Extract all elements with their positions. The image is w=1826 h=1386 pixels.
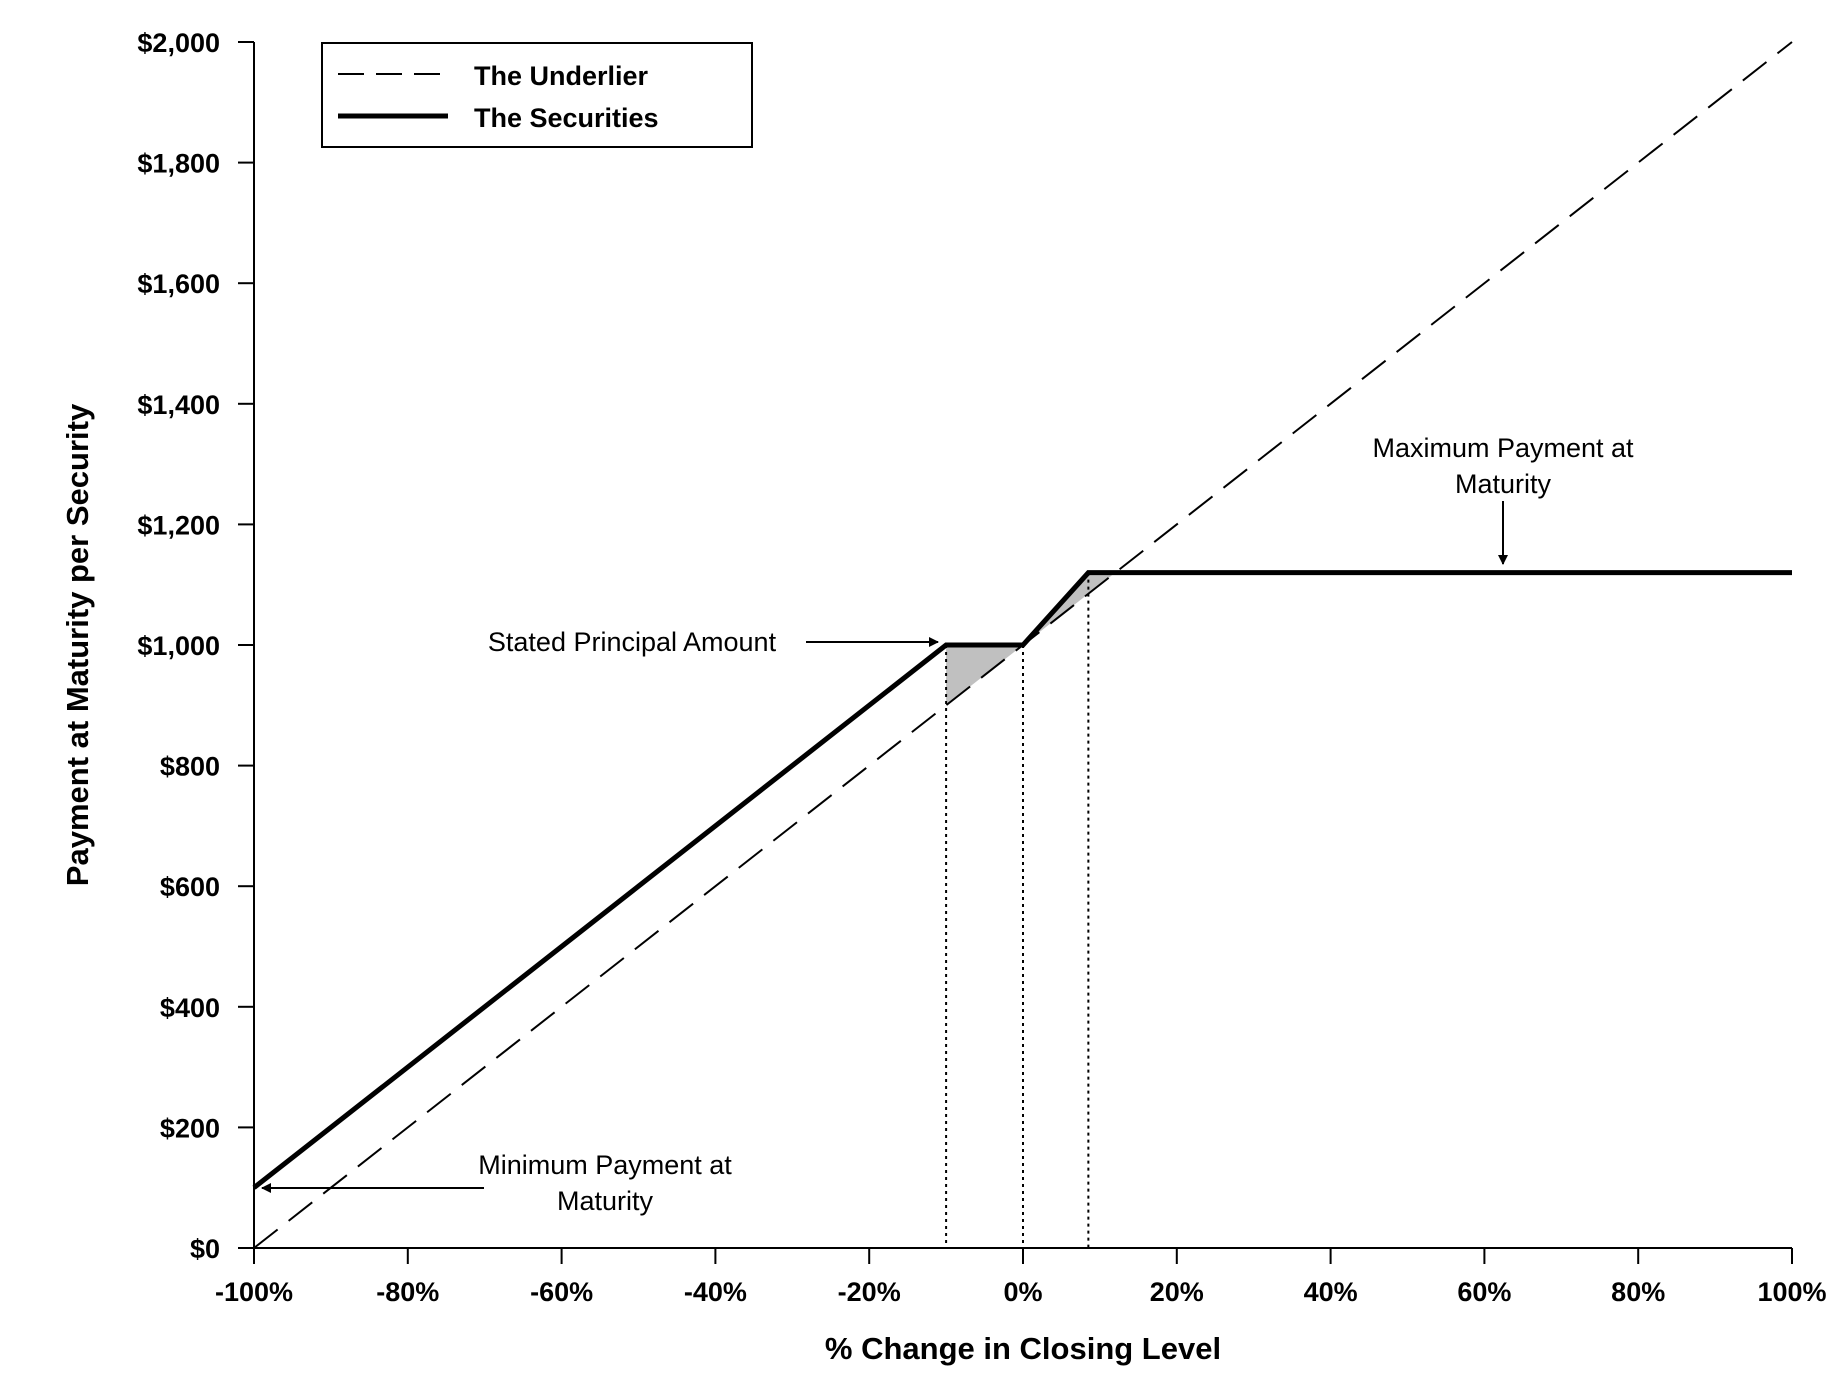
annotations: Stated Principal Amount Maximum Payment a… (261, 433, 1634, 1216)
annotation-text: Stated Principal Amount (488, 627, 777, 657)
y-tick-label: $2,000 (137, 28, 220, 58)
legend-label-underlier: The Underlier (474, 61, 649, 91)
x-tick-label: -40% (684, 1277, 747, 1307)
annotation-text: Maturity (1455, 469, 1552, 499)
x-tick-label: 40% (1304, 1277, 1358, 1307)
y-tick-label: $0 (190, 1234, 220, 1264)
x-tick-label: 80% (1611, 1277, 1665, 1307)
annotation-text: Minimum Payment at (478, 1150, 732, 1180)
y-tick-label: $1,400 (137, 390, 220, 420)
y-tick-label: $1,200 (137, 510, 220, 540)
x-tick-label: 60% (1457, 1277, 1511, 1307)
y-tick-label: $800 (160, 752, 220, 782)
annotation-text: Maximum Payment at (1372, 433, 1634, 463)
x-tick-label: 100% (1757, 1277, 1826, 1307)
x-axis-title: % Change in Closing Level (825, 1331, 1221, 1366)
y-axis-title: Payment at Maturity per Security (60, 403, 95, 886)
x-tick-label: -60% (530, 1277, 593, 1307)
x-axis: -100% -80% -60% -40% -20% 0% 20% 40% 60% 80% 100% (215, 1247, 1826, 1307)
series-lines (252, 41, 1793, 1249)
y-axis: $0 $200 $400 $600 $800 $1,000 $1,200 $1,400 $1,6… (137, 28, 255, 1264)
x-tick-label: 0% (1003, 1277, 1042, 1307)
reference-lines (945, 572, 1090, 1248)
x-tick-label: 20% (1150, 1277, 1204, 1307)
legend-label-securities: The Securities (474, 103, 659, 133)
x-tick-label: -80% (376, 1277, 439, 1307)
x-tick-label: -100% (215, 1277, 293, 1307)
legend: The Underlier The Securities (321, 42, 753, 148)
y-tick-label: $1,800 (137, 149, 220, 179)
series-line-securities (252, 570, 1792, 1190)
y-tick-label: $1,000 (137, 631, 220, 661)
x-tick-label: -20% (838, 1277, 901, 1307)
y-tick-label: $1,600 (137, 269, 220, 299)
annotation-text: Maturity (557, 1186, 654, 1216)
y-tick-label: $200 (160, 1113, 220, 1143)
y-tick-label: $400 (160, 993, 220, 1023)
legend-box (321, 42, 753, 148)
y-tick-label: $600 (160, 872, 220, 902)
